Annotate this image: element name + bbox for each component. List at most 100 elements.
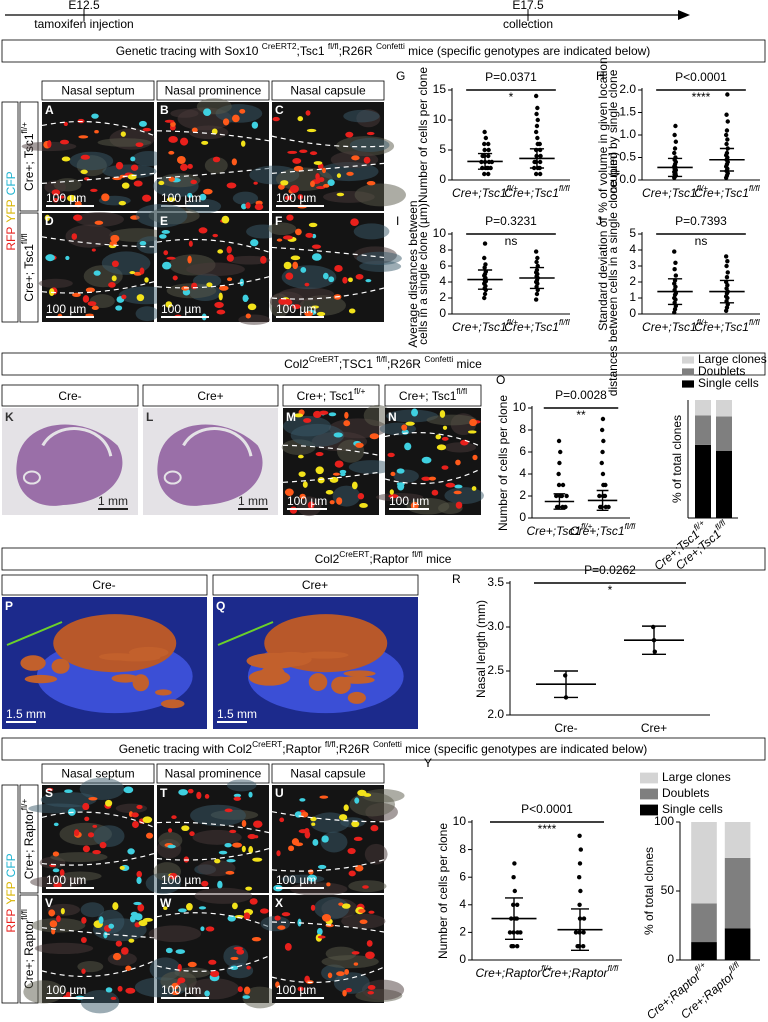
cell [64,789,73,794]
cell [80,169,88,174]
bar-segment [716,400,732,417]
cell [363,793,372,797]
cell [365,951,375,960]
cell [304,311,314,317]
data-point [725,270,730,275]
cell [82,802,90,811]
cell [81,917,87,924]
cell [318,177,325,183]
boundary [156,821,270,834]
column-header: Cre+; Tsc1fl/+ [297,386,366,403]
bar-segment [724,928,751,960]
cell [139,267,145,275]
y-tick-label: 2 [459,925,466,939]
x-tick-label-part: Cre+;Tsc1 [504,320,559,334]
cell [129,915,136,923]
cell [323,272,329,280]
tissue-haze [44,180,66,194]
cell [345,988,353,993]
cell [94,130,99,134]
tissue-haze [50,852,108,863]
cell [226,277,233,282]
boundary [271,859,385,872]
column-header: Cre- [58,389,81,403]
cell [190,179,197,185]
sd-bar [667,157,683,178]
boundary [282,471,380,483]
data-point [507,930,513,935]
section-title-part: Genetic tracing with Col2 [119,742,253,756]
cell [359,919,368,925]
cell [199,193,207,201]
section-title-part: ;R26R [339,44,376,58]
data-point [486,141,491,147]
cell [282,235,293,240]
column-header: Cre+ [197,389,223,403]
tissue-haze [242,986,279,1009]
x-tick-label-part: fl/+ [581,521,593,531]
row-label-part: Cre+; Tsc1 [22,133,36,191]
cell [105,799,113,807]
x-tick-label: Cre- [554,721,577,735]
data-point [601,438,606,444]
cell [247,303,257,311]
data-point [512,888,517,894]
data-point [533,297,539,302]
panel-letter: E [160,214,168,228]
y-tick-label: 2.0 [619,82,636,96]
data-point [563,504,568,510]
legend-swatch [640,804,658,816]
tissue-haze [290,882,348,896]
tissue-haze [194,887,253,904]
cell [133,901,142,906]
cell [334,264,343,272]
cell [338,814,348,821]
boundary [156,847,270,861]
data-point [724,112,729,117]
boundary [271,966,385,984]
tissue-haze [343,109,380,123]
tissue-haze [65,224,114,248]
bone [111,653,161,662]
cell [200,926,205,932]
cell [121,294,127,300]
frame [1,352,766,376]
cell [118,200,127,206]
cell [217,880,223,889]
cell [60,907,65,915]
cell [108,923,115,929]
cell [231,902,238,910]
x-tick-label: Cre+;Raptorfl/+ [475,963,552,980]
tissue-haze [101,251,151,275]
cell [300,267,307,273]
panel-letter: K [5,410,14,424]
tissue-haze [406,497,450,515]
data-point [672,267,677,272]
cell [217,249,224,254]
cell [91,113,99,119]
cell [366,180,376,186]
cell [145,832,154,839]
cell [108,282,116,288]
cell [201,880,209,887]
cell [241,845,246,853]
tissue-haze [135,203,188,228]
cell [388,494,399,499]
cell [284,488,294,496]
tissue-haze [238,314,270,325]
cell [336,971,345,977]
data-point [486,147,491,153]
cell [128,938,135,943]
cell [136,294,145,302]
tissue-haze [31,918,86,933]
cell [176,155,186,164]
cell [84,816,90,822]
tissue-haze [204,157,228,174]
cell [333,432,343,438]
panel-letter: C [275,103,284,117]
cell [71,233,78,240]
cell [317,864,327,869]
x-tick-label: Cre+;Tsc1fl/fl [694,183,760,200]
x-tick-label-part: fl/+ [697,317,709,327]
cell [233,796,242,801]
